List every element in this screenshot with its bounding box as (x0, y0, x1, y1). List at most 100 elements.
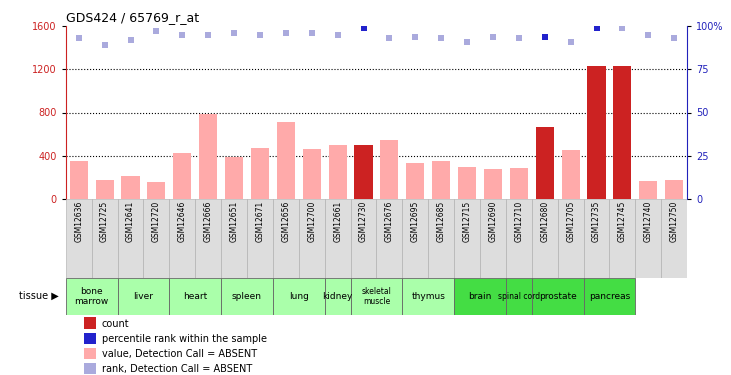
Bar (428, 199, 454, 278)
Bar (376, 199, 402, 278)
Bar (325, 278, 351, 315)
Point (202, 32, 214, 38)
Point (332, 32, 344, 38)
Point (306, 30, 317, 36)
Text: GDS424 / 65769_r_at: GDS424 / 65769_r_at (66, 11, 199, 24)
Text: GSM12700: GSM12700 (307, 201, 317, 243)
Text: GSM12651: GSM12651 (230, 201, 238, 242)
Text: kidney: kidney (322, 292, 353, 301)
Text: GSM12641: GSM12641 (126, 201, 135, 242)
Point (125, 37, 137, 43)
Bar (221, 199, 247, 278)
Point (487, 34, 499, 40)
Point (436, 35, 447, 41)
Text: GSM12735: GSM12735 (592, 201, 601, 243)
Text: brain: brain (469, 292, 492, 301)
Bar (251, 147, 269, 199)
Bar (273, 199, 299, 278)
Bar (273, 278, 325, 315)
Bar (69, 161, 88, 199)
Bar (402, 278, 454, 315)
Bar (583, 278, 635, 315)
Point (99, 42, 110, 48)
Text: GSM12690: GSM12690 (488, 201, 498, 243)
Text: thymus: thymus (412, 292, 445, 301)
Point (280, 30, 292, 36)
Point (616, 25, 628, 31)
Text: percentile rank within the sample: percentile rank within the sample (102, 334, 267, 344)
Bar (199, 114, 217, 199)
Bar (484, 169, 502, 199)
Bar (480, 199, 506, 278)
Text: count: count (102, 319, 129, 329)
Bar (610, 199, 635, 278)
Bar (84, 333, 96, 344)
Bar (454, 278, 506, 315)
Bar (510, 168, 528, 199)
Bar (506, 278, 532, 315)
Point (591, 25, 602, 31)
Bar (432, 161, 450, 199)
Bar (351, 199, 376, 278)
Bar (458, 168, 476, 199)
Text: GSM12715: GSM12715 (463, 201, 471, 242)
Point (176, 32, 188, 38)
Text: GSM12710: GSM12710 (515, 201, 523, 242)
Bar (506, 199, 532, 278)
Bar (303, 148, 321, 199)
Bar (277, 122, 295, 199)
Point (73, 35, 85, 41)
Bar (170, 278, 221, 315)
Bar (536, 127, 554, 199)
Bar (84, 348, 96, 359)
Bar (380, 140, 398, 199)
Bar (225, 157, 243, 199)
Point (228, 30, 240, 36)
Bar (247, 199, 273, 278)
Bar (635, 199, 662, 278)
Point (565, 39, 577, 45)
Bar (351, 278, 402, 315)
Text: GSM12695: GSM12695 (411, 201, 420, 243)
Bar (173, 153, 192, 199)
Point (254, 32, 266, 38)
Text: spinal cord: spinal cord (498, 292, 540, 301)
Bar (84, 363, 96, 374)
Bar (662, 199, 687, 278)
Text: liver: liver (134, 292, 154, 301)
Text: GSM12745: GSM12745 (618, 201, 627, 243)
Text: GSM12740: GSM12740 (644, 201, 653, 243)
Text: GSM12725: GSM12725 (100, 201, 109, 242)
Bar (613, 66, 632, 199)
Bar (328, 145, 346, 199)
Bar (143, 199, 170, 278)
Bar (118, 278, 170, 315)
Point (357, 25, 369, 31)
Text: GSM12656: GSM12656 (281, 201, 290, 243)
Text: GSM12661: GSM12661 (333, 201, 342, 242)
Bar (221, 278, 273, 315)
Bar (558, 199, 583, 278)
Bar (325, 199, 351, 278)
Bar (121, 176, 140, 199)
Point (643, 32, 654, 38)
Bar (588, 66, 605, 199)
Bar (355, 146, 373, 199)
Bar (66, 278, 118, 315)
Bar (195, 199, 221, 278)
Text: GSM12730: GSM12730 (359, 201, 368, 243)
Text: rank, Detection Call = ABSENT: rank, Detection Call = ABSENT (102, 364, 252, 374)
Text: GSM12636: GSM12636 (75, 201, 83, 243)
Point (461, 39, 473, 45)
Bar (402, 199, 428, 278)
Bar (91, 199, 118, 278)
Bar (454, 199, 480, 278)
Text: bone
marrow: bone marrow (75, 286, 109, 306)
Bar (118, 199, 143, 278)
Bar (66, 199, 91, 278)
Bar (532, 278, 583, 315)
Text: prostate: prostate (539, 292, 577, 301)
Text: GSM12750: GSM12750 (670, 201, 678, 243)
Point (384, 35, 395, 41)
Text: value, Detection Call = ABSENT: value, Detection Call = ABSENT (102, 349, 257, 359)
